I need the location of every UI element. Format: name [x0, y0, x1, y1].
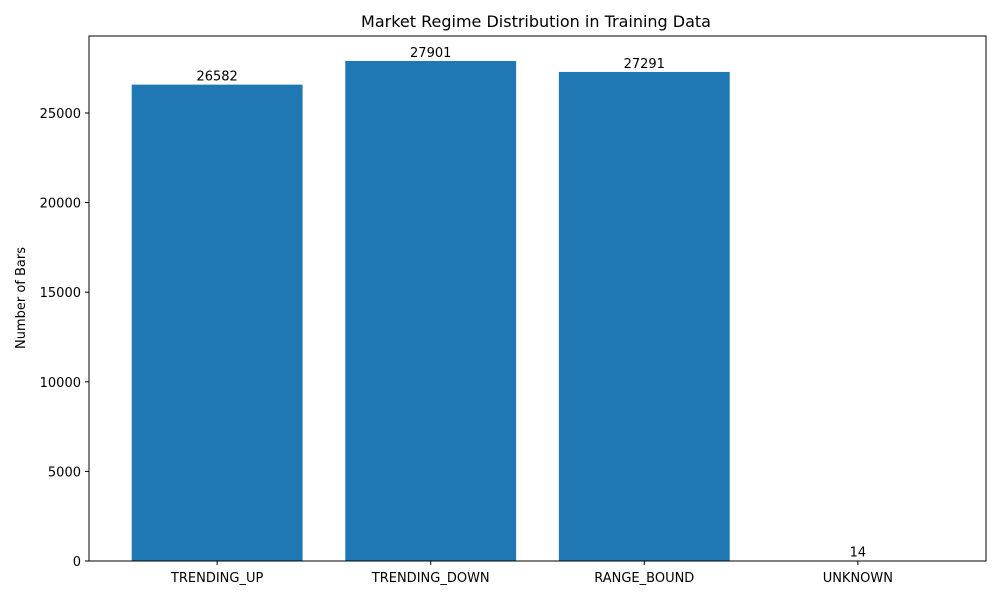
y-tick-label: 15000 — [40, 286, 81, 301]
x-tick-label-trending-up: TRENDING_UP — [170, 571, 264, 586]
y-tick-label: 20000 — [40, 197, 81, 212]
bars-layer — [131, 60, 944, 562]
data-labels-layer: 26582 27901 27291 14 — [196, 46, 866, 561]
data-label-unknown: 14 — [850, 546, 867, 561]
chart-title: Market Regime Distribution in Training D… — [361, 12, 711, 31]
bar-trending-down — [345, 60, 517, 561]
data-label-trending-down: 27901 — [410, 46, 451, 61]
plot-frame — [88, 35, 987, 562]
bar-trending-up — [131, 84, 303, 562]
y-axis-label: Number of Bars — [14, 247, 29, 349]
y-tick-label: 25000 — [40, 107, 81, 122]
x-tick-label-trending-down: TRENDING_DOWN — [371, 571, 490, 586]
y-tick-label: 5000 — [48, 465, 81, 480]
data-label-range-bound: 27291 — [624, 57, 665, 72]
y-tick-label: 0 — [73, 555, 81, 570]
y-tick-label: 10000 — [40, 376, 81, 391]
bar-range-bound — [558, 71, 730, 562]
data-label-trending-up: 26582 — [196, 70, 237, 85]
x-tick-label-range-bound: RANGE_BOUND — [594, 571, 694, 586]
ticks-layer: TRENDING_UP TRENDING_DOWN RANGE_BOUND UNKNO… — [40, 107, 893, 586]
x-tick-label-unknown: UNKNOWN — [823, 571, 893, 586]
